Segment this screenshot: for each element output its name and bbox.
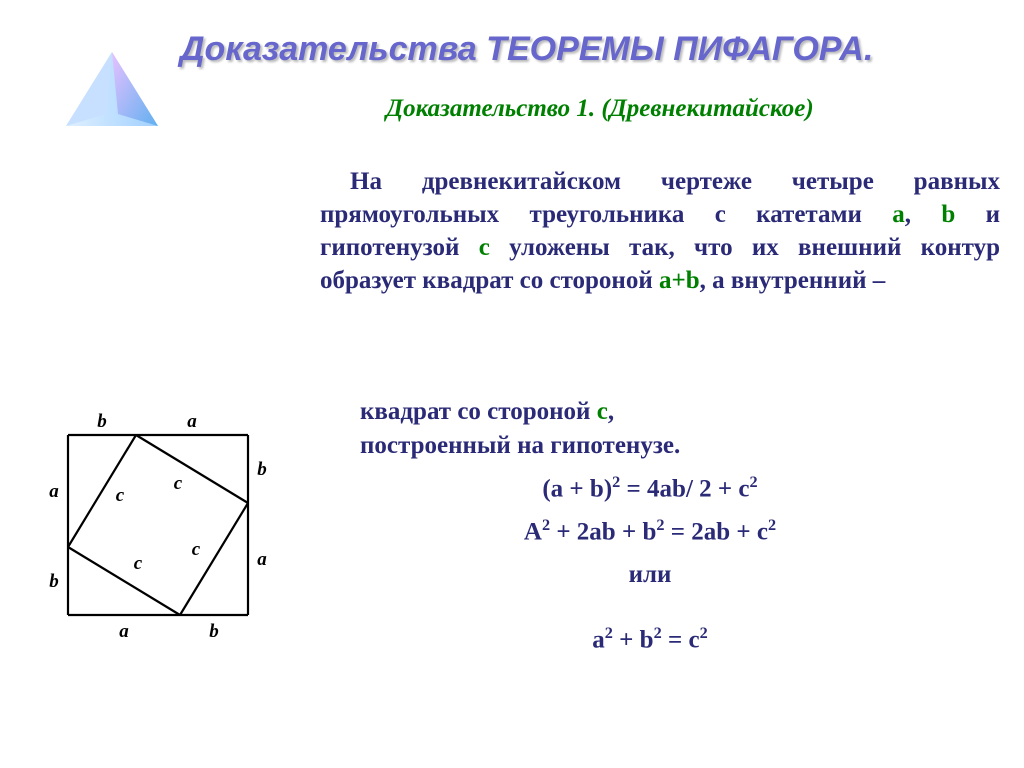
line-hypotenuse: построенный на гипотенузе. xyxy=(360,429,680,462)
f3-c: c xyxy=(688,626,699,653)
f3-b: b xyxy=(640,626,654,653)
para-a: а xyxy=(892,201,905,228)
svg-text:a: a xyxy=(187,411,197,432)
f1-lhs: (a + b) xyxy=(542,475,612,502)
formula-block: (a + b)2 = 4ab/ 2 + c2 A2 + 2ab + b2 = 2… xyxy=(300,470,1000,664)
title-part1: Доказательства xyxy=(180,30,486,68)
body-paragraph: На древнекитайском чертеже четыре равных… xyxy=(320,165,1000,297)
formula-line-1: (a + b)2 = 4ab/ 2 + c2 xyxy=(300,470,1000,509)
svg-text:b: b xyxy=(49,571,59,592)
svg-text:a: a xyxy=(49,481,59,502)
title-part2: ТЕОРЕМЫ ПИФАГОРА. xyxy=(486,30,873,68)
svg-text:b: b xyxy=(97,411,107,432)
para-b: b xyxy=(941,201,955,228)
subtitle: Доказательство 1. (Древнекитайское) xyxy=(386,95,814,123)
lsq-c: с xyxy=(597,398,608,425)
para-ab: а+b xyxy=(659,267,700,294)
f2-a: A xyxy=(524,518,542,545)
lsq-seg1: квадрат со стороной xyxy=(360,398,597,425)
svg-text:b: b xyxy=(257,459,267,480)
svg-text:c: c xyxy=(116,485,125,506)
formula-line-3: a2 + b2 = c2 xyxy=(300,621,1000,660)
logo-triangle xyxy=(62,48,162,138)
para-seg2: , xyxy=(905,201,942,228)
f3-plus: + xyxy=(613,626,640,653)
f2-mid: + 2ab + b xyxy=(550,518,656,545)
f3-eq: = xyxy=(662,626,689,653)
f2-eq: = xyxy=(665,518,692,545)
lsq-seg2: , xyxy=(608,398,614,425)
f1-rhs: 4ab/ 2 + c xyxy=(647,475,749,502)
formula-or: или xyxy=(300,556,1000,595)
svg-text:a: a xyxy=(257,549,267,570)
svg-text:c: c xyxy=(134,553,143,574)
para-c: с xyxy=(479,234,490,261)
formula-line-2: A2 + 2ab + b2 = 2ab + c2 xyxy=(300,513,1000,552)
f2-rhs: 2ab + c xyxy=(691,518,768,545)
svg-text:a: a xyxy=(119,621,129,642)
svg-text:c: c xyxy=(174,473,183,494)
pythagoras-diagram: b a b a a b a b c c c c xyxy=(28,405,293,665)
para-seg5: , а внутренний – xyxy=(700,267,886,294)
f3-a: a xyxy=(592,626,605,653)
line-square-c: квадрат со стороной с, xyxy=(360,395,614,428)
f1-eq: = xyxy=(620,475,647,502)
page-title: Доказательства ТЕОРЕМЫ ПИФАГОРА. xyxy=(180,30,873,69)
svg-text:c: c xyxy=(192,539,201,560)
svg-text:b: b xyxy=(209,621,219,642)
